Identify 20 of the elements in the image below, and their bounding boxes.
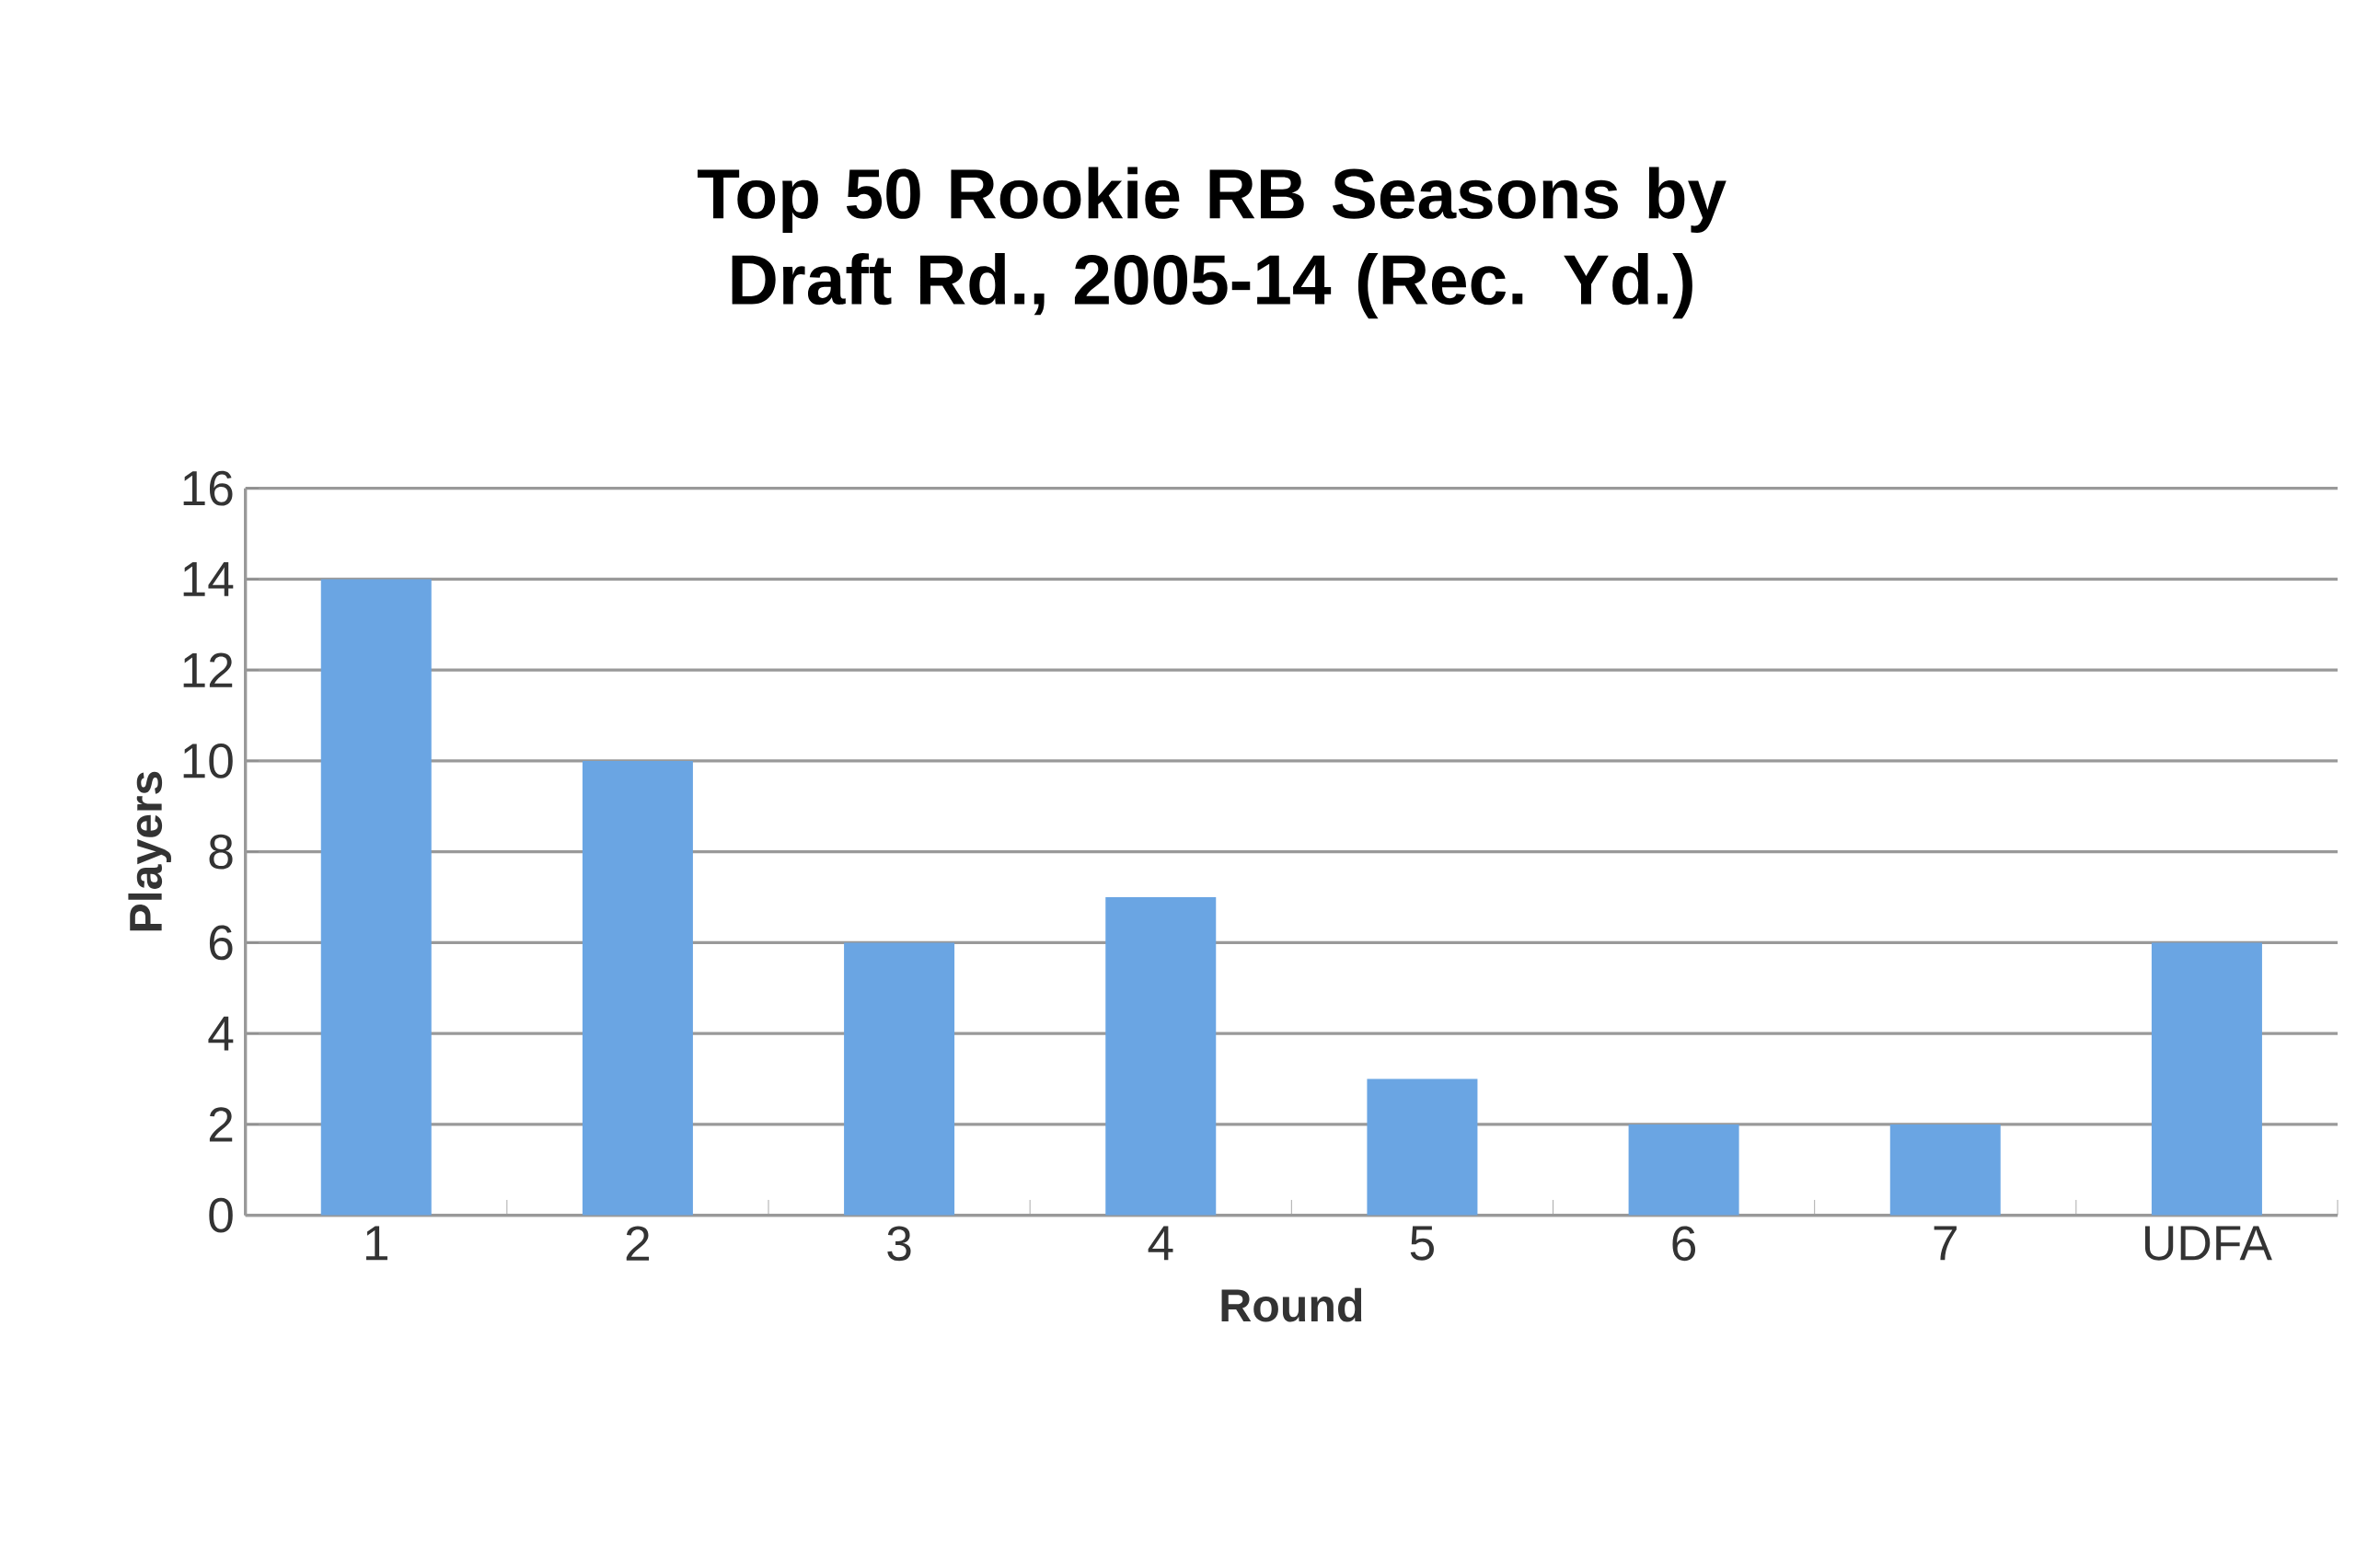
x-tick-label: 6 xyxy=(1672,1226,1696,1262)
x-tick-label: 2 xyxy=(626,1226,650,1261)
x-tick-label: UDFA xyxy=(2144,1226,2272,1261)
y-tick-label: 4 xyxy=(208,1016,234,1051)
y-tick-label: 2 xyxy=(209,1107,233,1142)
y-tick-label: 0 xyxy=(209,1197,233,1233)
x-tick-label: 5 xyxy=(1410,1226,1434,1261)
x-tick-label: 3 xyxy=(887,1226,911,1262)
y-tick-label: 10 xyxy=(183,744,233,778)
y-tick-label: 16 xyxy=(183,470,233,506)
y-tick-label: 8 xyxy=(209,834,233,870)
x-tick-label: 1 xyxy=(366,1226,387,1261)
x-tick-label: 7 xyxy=(1934,1226,1957,1261)
y-tick-label: 6 xyxy=(209,925,233,961)
y-tick-label: 12 xyxy=(183,652,233,687)
y-tick-label: 14 xyxy=(183,562,234,596)
x-tick-label: 4 xyxy=(1148,1226,1173,1261)
x-axis-title: Round xyxy=(1221,1287,1362,1322)
y-axis-title: Players xyxy=(128,771,171,931)
chart-title: Top 50 Rookie RB Seasons by Draft Rd., 2005-14 (Rec. Yd.) xyxy=(698,167,1727,319)
